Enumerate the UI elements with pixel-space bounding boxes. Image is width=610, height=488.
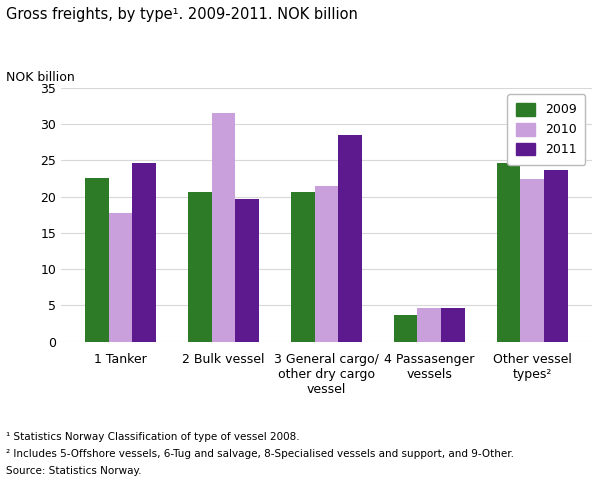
Bar [235, 200, 259, 342]
Bar [441, 307, 465, 342]
Text: ¹ Statistics Norway Classification of type of vessel 2008.: ¹ Statistics Norway Classification of ty… [6, 432, 300, 442]
Text: NOK billion: NOK billion [6, 71, 75, 84]
Bar [109, 213, 132, 342]
Bar [417, 307, 441, 342]
Bar [338, 135, 362, 342]
Bar [291, 192, 315, 342]
Bar [188, 192, 212, 342]
Bar [497, 163, 520, 342]
Bar [85, 179, 109, 342]
Text: Source: Statistics Norway.: Source: Statistics Norway. [6, 466, 142, 476]
Bar [544, 170, 567, 342]
Legend: 2009, 2010, 2011: 2009, 2010, 2011 [508, 94, 586, 165]
Bar [315, 186, 338, 342]
Text: ² Includes 5-Offshore vessels, 6-Tug and salvage, 8-Specialised vessels and supp: ² Includes 5-Offshore vessels, 6-Tug and… [6, 449, 514, 459]
Text: Gross freights, by type¹. 2009-2011. NOK billion: Gross freights, by type¹. 2009-2011. NOK… [6, 7, 358, 22]
Bar [132, 163, 156, 342]
Bar [212, 113, 235, 342]
Bar [393, 315, 417, 342]
Bar [520, 179, 544, 342]
